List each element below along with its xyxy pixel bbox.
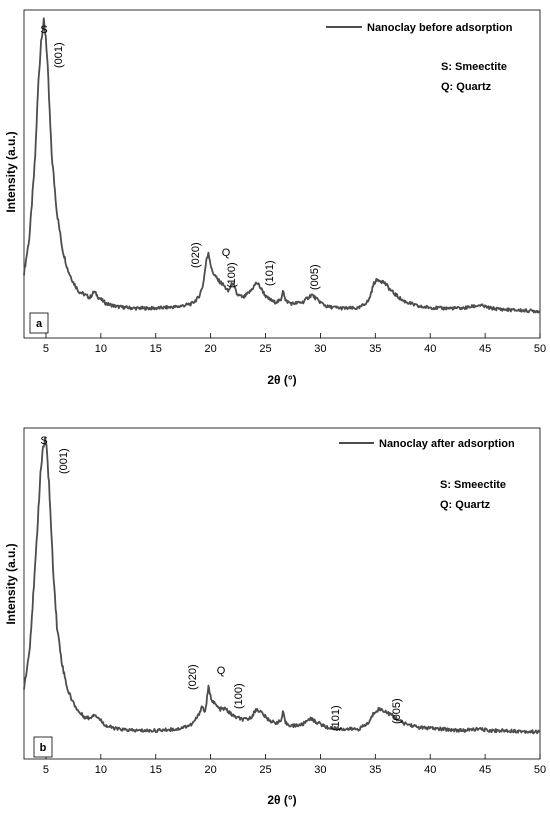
y-axis-title: Intensity (a.u.) [4,131,18,212]
peak-label-101: (101) [330,705,342,731]
x-tick-label: 35 [369,343,381,355]
peak-label-q: Q [217,665,226,677]
plot-frame [23,9,541,339]
peak-label-020: (020) [190,242,202,268]
x-tick-label: 30 [314,343,326,355]
x-tick-label: 45 [479,343,491,355]
peak-label-101: (101) [264,260,276,286]
x-axis-title: 2θ (°) [267,373,296,387]
panel-letter: b [40,742,47,754]
xrd-trace-after-adsorption [23,436,541,735]
panel-letter-box [29,312,49,334]
legend-label: Nanoclay before adsorption [367,22,513,34]
peak-label-s: S [40,435,47,447]
x-tick-label: 50 [534,764,546,776]
peak-label-001: (001) [53,42,65,68]
xrd-trace-before-adsorption [23,17,541,314]
legend-label: Nanoclay after adsorption [379,438,515,450]
x-tick-label: 25 [259,764,271,776]
key-smectite: S: Smeectite [440,479,506,491]
peak-label-s: S [40,24,47,36]
peak-label-q: Q [222,247,231,259]
key-smectite: S: Smeectite [441,61,507,73]
peak-label-100: (100) [226,262,238,288]
plot-frame [23,427,541,760]
x-tick-label: 35 [369,764,381,776]
x-tick-label: 10 [95,343,107,355]
x-tick-label: 20 [205,764,217,776]
peak-label-001: (001) [58,448,70,474]
x-tick-label: 15 [150,764,162,776]
x-tick-label: 30 [314,764,326,776]
x-tick-label: 5 [43,343,49,355]
x-tick-label: 50 [534,343,546,355]
peak-label-005: (005) [391,698,403,724]
xrd-chart-panel-a: Intensity (a.u.) 2θ (°) 5 10 15 20 25 30 35 40 4… [4,9,546,387]
x-tick-label: 20 [205,343,217,355]
x-tick-label: 10 [95,764,107,776]
key-quartz: Q: Quartz [441,81,492,93]
xrd-chart-panel-b: Intensity (a.u.) 2θ (°) 5 10 15 20 25 30 35 40 4… [4,427,546,807]
x-axis-title: 2θ (°) [267,793,296,807]
peak-label-005: (005) [309,264,321,290]
peak-label-020: (020) [187,664,199,690]
x-tick-label: 5 [43,764,49,776]
x-tick-label: 25 [259,343,271,355]
x-tick-label: 15 [150,343,162,355]
panel-letter-box [33,736,53,758]
y-axis-title: Intensity (a.u.) [4,543,18,624]
x-tick-label: 45 [479,764,491,776]
key-quartz: Q: Quartz [440,499,491,511]
x-tick-label: 40 [424,343,436,355]
x-tick-label: 40 [424,764,436,776]
peak-label-100: (100) [233,683,245,709]
panel-letter: a [36,318,43,330]
